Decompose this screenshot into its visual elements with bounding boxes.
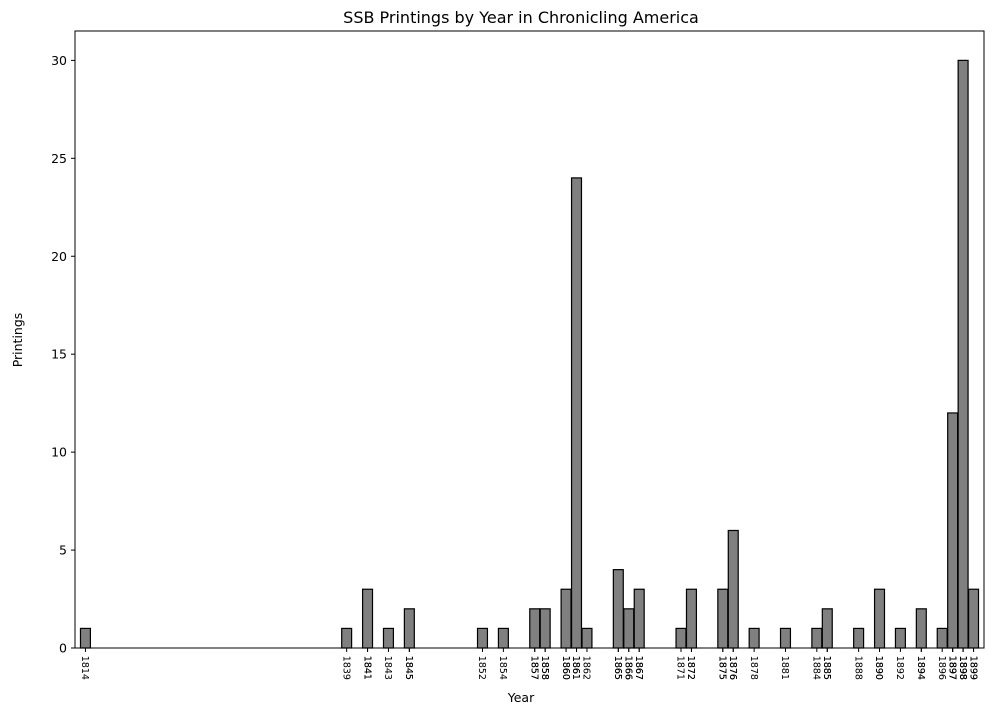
bar-1814 (79, 627, 92, 649)
x-tick-label-1899: 1899 (967, 656, 978, 680)
x-tick-label-1865: 1865 (612, 656, 623, 680)
bar-1865 (612, 569, 624, 649)
x-tick-label-1841: 1841 (361, 656, 372, 680)
x-tick-label-1876: 1876 (727, 656, 738, 680)
bar-1888 (853, 627, 865, 649)
x-tick-label-1897: 1897 (946, 656, 957, 680)
x-tick-label-1861: 1861 (570, 656, 581, 680)
bar-1898 (957, 59, 969, 649)
x-axis-label: Year (507, 690, 535, 705)
x-tick-label-1898: 1898 (957, 656, 968, 680)
bar-1852 (476, 627, 489, 649)
bar-1862 (581, 627, 593, 649)
y-axis-label: Printings (10, 313, 25, 368)
bar-1854 (497, 627, 509, 649)
x-tick-label-1899: 1899 (967, 656, 978, 680)
bar-1860 (560, 588, 572, 649)
bar-1845 (403, 608, 415, 649)
y-tick-label: 30 (51, 53, 67, 68)
x-tick-label-1867: 1867 (633, 656, 644, 680)
x-tick-label-1898: 1898 (957, 656, 968, 680)
x-tick-label-1890: 1890 (873, 656, 884, 680)
y-tick-label: 20 (51, 249, 67, 264)
x-tick-label-1875: 1875 (716, 656, 727, 680)
bar-1839 (341, 627, 353, 649)
x-tick-label-1845: 1845 (403, 656, 414, 680)
bar-1843 (382, 627, 395, 649)
bar-1894 (915, 608, 927, 649)
x-tick-label-1876: 1876 (727, 656, 738, 680)
x-tick-label-1884: 1884 (811, 656, 822, 680)
bar-1858 (539, 608, 551, 649)
x-tick-label-1898: 1898 (957, 656, 968, 680)
y-tick-label: 0 (59, 641, 67, 656)
x-tick-label-1861: 1861 (570, 656, 581, 680)
bar-1841 (361, 588, 374, 649)
bar-1872 (685, 588, 698, 649)
bar-1861 (570, 177, 583, 649)
x-tick-label-1865: 1865 (612, 656, 623, 680)
x-tick-label-1857: 1857 (528, 656, 539, 680)
x-tick-label-1843: 1843 (382, 656, 393, 680)
y-tick-label: 5 (59, 543, 67, 558)
x-tick-label-1871: 1871 (675, 656, 686, 680)
x-tick-label-1875: 1875 (716, 656, 727, 680)
bar-1885 (821, 608, 833, 649)
x-tick-label-1858: 1858 (539, 656, 550, 680)
bar-1857 (529, 608, 541, 649)
x-tick-label-1888: 1888 (852, 656, 863, 680)
plot-frame (74, 30, 985, 649)
x-tick-label-1872: 1872 (685, 656, 696, 680)
x-tick-label-1866: 1866 (622, 656, 633, 680)
x-tick-label-1896: 1896 (936, 656, 947, 680)
x-tick-label-1860: 1860 (560, 656, 571, 680)
x-tick-label-1892: 1892 (894, 656, 905, 680)
y-tick-label: 25 (51, 151, 67, 166)
x-tick-label-1897: 1897 (946, 656, 957, 680)
chart-title: SSB Printings by Year in Chronicling Ame… (343, 8, 699, 27)
bar-1890 (873, 588, 886, 649)
y-axis-ticks: 0 5 10 15 20 25 30 (51, 53, 75, 656)
x-tick-label-1894: 1894 (915, 656, 926, 680)
bars-group (79, 59, 980, 649)
x-tick-label-1881: 1881 (779, 656, 790, 680)
x-tick-label-1860: 1860 (560, 656, 571, 680)
x-tick-label-1845: 1845 (403, 656, 414, 680)
x-tick-label-1885: 1885 (821, 656, 832, 680)
bar-1867 (633, 588, 645, 649)
bar-1871 (675, 627, 687, 649)
x-tick-label-1814: 1814 (79, 656, 90, 680)
bar-1866 (623, 608, 635, 649)
bar-1896 (936, 627, 948, 649)
bar-1875 (717, 588, 729, 649)
bar-1899 (967, 588, 980, 649)
bar-1892 (894, 627, 906, 649)
bar-1876 (727, 529, 739, 649)
bar-1878 (748, 627, 760, 649)
y-tick-label: 15 (51, 347, 67, 362)
x-tick-label-1854: 1854 (497, 656, 508, 680)
x-tick-label-1852: 1852 (476, 656, 487, 680)
bar-1881 (779, 627, 792, 649)
x-tick-label-1878: 1878 (748, 656, 759, 680)
bar-1897 (947, 412, 959, 649)
x-tick-label-1857: 1857 (528, 656, 539, 680)
x-tick-label-1841: 1841 (361, 656, 372, 680)
x-tick-label-1890: 1890 (873, 656, 884, 680)
y-tick-label: 10 (51, 445, 67, 460)
x-tick-label-1858: 1858 (539, 656, 550, 680)
x-tick-label-1872: 1872 (685, 656, 696, 680)
x-tick-label-1866: 1866 (622, 656, 633, 680)
x-tick-label-1897: 1897 (946, 656, 957, 680)
x-tick-label-1894: 1894 (915, 656, 926, 680)
x-tick-label-1862: 1862 (581, 656, 592, 680)
bar-1884 (811, 627, 823, 649)
x-tick-label-1885: 1885 (821, 656, 832, 680)
x-tick-label-1867: 1867 (633, 656, 644, 680)
x-tick-label-1839: 1839 (340, 656, 351, 680)
